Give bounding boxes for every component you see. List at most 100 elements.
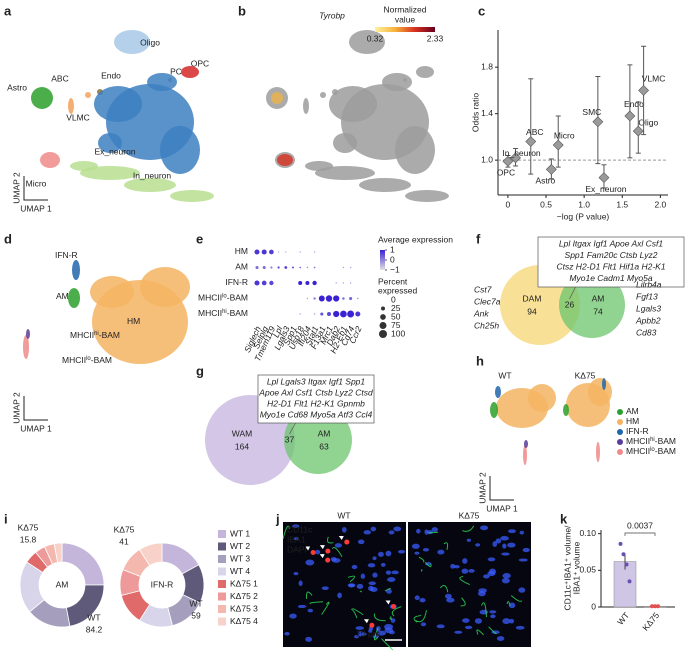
row-label-part: hi — [222, 309, 227, 315]
nucleus — [425, 561, 432, 566]
nucleus — [305, 559, 315, 566]
microglia-process — [476, 629, 484, 636]
nucleus — [483, 574, 490, 579]
nucleus — [518, 558, 528, 562]
umap-cluster — [602, 378, 606, 390]
x-tick-label: 0 — [506, 199, 511, 209]
dot — [299, 266, 302, 269]
legend-title: expressed — [378, 285, 417, 295]
cluster-label: VLMC — [66, 112, 90, 122]
cluster-label-part: -BAM — [99, 330, 120, 340]
legend-swatch — [617, 449, 623, 455]
umap-cluster — [68, 288, 80, 308]
nucleus — [305, 636, 313, 642]
size-key-label: 0 — [391, 294, 396, 304]
nucleus — [444, 593, 452, 599]
size-key-label: 75 — [391, 320, 401, 330]
dot — [284, 266, 288, 269]
umap-cluster — [140, 267, 190, 307]
nucleus — [515, 625, 525, 630]
y-tick-label: 0.10 — [579, 528, 596, 538]
point — [624, 110, 636, 122]
dot — [357, 297, 359, 300]
arrowhead — [319, 554, 325, 559]
legend-label-part: MHCII — [626, 446, 650, 456]
umap-x-label: UMAP 1 — [486, 503, 518, 513]
umap-cluster — [70, 161, 98, 171]
group-label: KΔ75 — [575, 370, 596, 380]
nucleus — [508, 602, 516, 609]
point — [638, 84, 650, 96]
dot — [335, 282, 337, 284]
set-count: 74 — [593, 306, 603, 316]
nucleus — [502, 618, 511, 625]
dot — [349, 282, 352, 284]
row-label-part: HM — [235, 246, 248, 256]
nucleus — [377, 630, 386, 636]
sample-point — [656, 604, 660, 609]
set-name: WAM — [232, 428, 252, 438]
venn-set — [559, 272, 625, 338]
dot — [261, 249, 267, 255]
colorbar — [380, 250, 385, 270]
nucleus — [475, 543, 481, 547]
cluster-label-part: HM — [127, 316, 140, 326]
row-label-part: AM — [235, 262, 248, 272]
microglia-process — [481, 602, 488, 618]
nucleus — [367, 563, 376, 568]
nucleus — [489, 610, 497, 614]
colorbar-tick-label: −1 — [390, 264, 400, 274]
nucleus — [284, 631, 290, 636]
size-key — [379, 330, 387, 338]
colorbar-max: 2.33 — [427, 33, 444, 43]
size-key — [381, 306, 385, 311]
legend-swatch — [218, 542, 226, 551]
dot — [347, 310, 355, 318]
gene-list: Cd83 — [636, 327, 657, 337]
microglia-process — [506, 601, 511, 606]
row-label: MHCIIhi-BAM — [198, 308, 248, 318]
donut-segment — [138, 542, 163, 567]
size-key — [380, 314, 386, 320]
nucleus — [453, 564, 460, 569]
colorbar-min: 0.32 — [367, 33, 384, 43]
microglia-process — [305, 591, 313, 600]
cluster-label: In_neuron — [133, 170, 172, 180]
cd11c-signal — [391, 603, 397, 609]
point-label: Astro — [535, 176, 555, 186]
cd11c-signal — [325, 557, 331, 563]
nucleus — [480, 525, 489, 531]
group-label: WT — [337, 510, 350, 520]
nucleus — [431, 527, 438, 532]
row-label-part: -BAM — [227, 293, 248, 303]
group-value: 41 — [119, 536, 129, 546]
umap-y-label: UMAP 2 — [11, 392, 21, 424]
row-label: IFN-R — [225, 277, 248, 287]
donut-title: IFN-R — [151, 579, 174, 589]
legend-label-part: HM — [626, 416, 639, 426]
callout — [289, 422, 296, 435]
significance-bracket — [624, 532, 656, 536]
nucleus — [357, 539, 365, 545]
microglia-process — [420, 569, 423, 572]
nucleus — [490, 614, 496, 619]
umap-cluster — [68, 98, 74, 114]
umap-axis — [489, 476, 514, 501]
legend-swatch — [218, 617, 226, 626]
nucleus — [518, 587, 526, 593]
dot — [292, 266, 294, 269]
p-value: 0.0037 — [627, 520, 653, 530]
nucleus — [411, 543, 420, 549]
panel-letter: i — [4, 511, 8, 526]
sample-point — [627, 579, 632, 584]
legend-swatch — [218, 592, 226, 601]
donut-title: AM — [56, 579, 69, 589]
channel-label: DAPI — [287, 544, 307, 554]
nucleus — [360, 573, 366, 579]
nucleus — [388, 530, 395, 535]
nucleus — [461, 568, 469, 574]
umap-cluster-grey — [320, 92, 326, 98]
group-value: 59 — [191, 610, 201, 620]
nucleus — [414, 551, 420, 555]
nucleus — [351, 564, 358, 570]
